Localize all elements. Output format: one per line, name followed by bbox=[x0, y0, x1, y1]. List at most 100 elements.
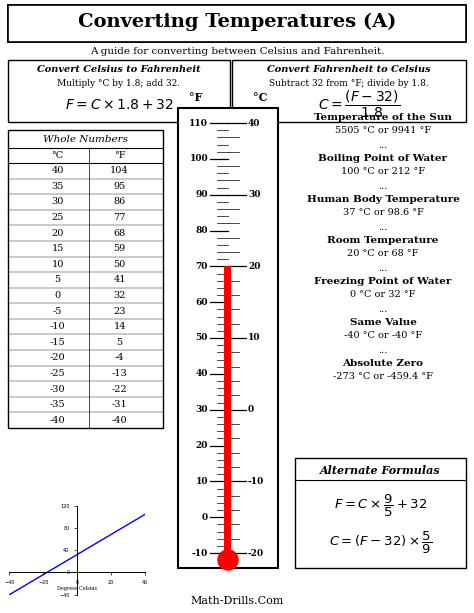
Text: 110: 110 bbox=[189, 118, 208, 128]
Text: -4: -4 bbox=[115, 353, 124, 362]
Text: Boiling Point of Water: Boiling Point of Water bbox=[319, 154, 447, 163]
Text: 86: 86 bbox=[113, 197, 126, 207]
Text: -40: -40 bbox=[50, 416, 65, 425]
Text: °C: °C bbox=[253, 92, 267, 103]
Text: Same Value: Same Value bbox=[349, 318, 417, 327]
Text: 77: 77 bbox=[113, 213, 126, 222]
Text: 20: 20 bbox=[248, 262, 260, 271]
Bar bbox=[8, 60, 230, 122]
Text: -31: -31 bbox=[112, 400, 128, 409]
Text: Subtract 32 from °F; divide by 1.8.: Subtract 32 from °F; divide by 1.8. bbox=[269, 80, 429, 88]
Text: 0: 0 bbox=[248, 405, 254, 414]
Text: 32: 32 bbox=[113, 291, 126, 300]
Text: 0: 0 bbox=[202, 512, 208, 522]
Text: ...: ... bbox=[378, 264, 388, 273]
Bar bbox=[295, 458, 466, 568]
Text: 30: 30 bbox=[51, 197, 64, 207]
Text: Math-Drills.Com: Math-Drills.Com bbox=[191, 596, 283, 606]
Text: 104: 104 bbox=[110, 166, 129, 175]
Text: 70: 70 bbox=[196, 262, 208, 271]
Text: Human Body Temperature: Human Body Temperature bbox=[307, 195, 459, 204]
Text: 0: 0 bbox=[55, 291, 61, 300]
Text: 10: 10 bbox=[195, 477, 208, 486]
Text: 20: 20 bbox=[51, 229, 64, 238]
Text: 50: 50 bbox=[113, 260, 126, 269]
Text: $F = C \times \dfrac{9}{5} + 32$: $F = C \times \dfrac{9}{5} + 32$ bbox=[334, 493, 427, 519]
Text: -35: -35 bbox=[50, 400, 65, 409]
Text: °F: °F bbox=[189, 92, 203, 103]
Text: -273 °C or -459.4 °F: -273 °C or -459.4 °F bbox=[333, 372, 433, 381]
Text: -15: -15 bbox=[50, 338, 65, 347]
Text: $C = (F-32) \times \dfrac{5}{9}$: $C = (F-32) \times \dfrac{5}{9}$ bbox=[329, 530, 432, 556]
Text: A guide for converting between Celsius and Fahrenheit.: A guide for converting between Celsius a… bbox=[90, 47, 384, 56]
Text: $F = C \times 1.8 + 32$: $F = C \times 1.8 + 32$ bbox=[64, 98, 173, 112]
Text: 68: 68 bbox=[113, 229, 126, 238]
Text: 5505 °C or 9941 °F: 5505 °C or 9941 °F bbox=[335, 126, 431, 135]
Text: 23: 23 bbox=[113, 306, 126, 316]
Text: -13: -13 bbox=[112, 369, 128, 378]
Text: °F: °F bbox=[114, 151, 126, 161]
Text: Whole Numbers: Whole Numbers bbox=[43, 135, 128, 145]
Text: -10: -10 bbox=[248, 477, 264, 486]
Text: -30: -30 bbox=[50, 384, 65, 394]
Text: 90: 90 bbox=[195, 190, 208, 199]
Text: °C: °C bbox=[52, 151, 64, 161]
Bar bbox=[8, 5, 466, 42]
Text: Multiply °C by 1.8; add 32.: Multiply °C by 1.8; add 32. bbox=[57, 80, 181, 88]
Text: Convert Celsius to Fahrenheit: Convert Celsius to Fahrenheit bbox=[37, 66, 201, 75]
Bar bbox=[225, 266, 231, 560]
Text: -10: -10 bbox=[50, 322, 65, 331]
Text: 59: 59 bbox=[113, 244, 126, 253]
Text: -25: -25 bbox=[50, 369, 65, 378]
Text: ...: ... bbox=[378, 305, 388, 314]
Text: -20: -20 bbox=[248, 549, 264, 557]
Text: 100 °C or 212 °F: 100 °C or 212 °F bbox=[341, 167, 425, 176]
Text: 10: 10 bbox=[51, 260, 64, 269]
Text: 37 °C or 98.6 °F: 37 °C or 98.6 °F bbox=[343, 208, 423, 217]
Text: -20: -20 bbox=[50, 353, 65, 362]
Text: ...: ... bbox=[378, 346, 388, 355]
Text: 20 °C or 68 °F: 20 °C or 68 °F bbox=[347, 249, 419, 258]
Text: -10: -10 bbox=[192, 549, 208, 557]
Text: 40: 40 bbox=[248, 118, 260, 128]
Text: 30: 30 bbox=[248, 190, 261, 199]
Text: Absolute Zero: Absolute Zero bbox=[343, 359, 423, 368]
Text: 20: 20 bbox=[196, 441, 208, 450]
Text: 10: 10 bbox=[248, 333, 261, 343]
Text: 35: 35 bbox=[51, 182, 64, 191]
Text: 5: 5 bbox=[117, 338, 123, 347]
Text: 100: 100 bbox=[190, 154, 208, 163]
Text: 95: 95 bbox=[113, 182, 126, 191]
Text: 40: 40 bbox=[196, 370, 208, 378]
Bar bbox=[178, 108, 278, 568]
Text: Room Temperature: Room Temperature bbox=[328, 236, 439, 245]
Text: 80: 80 bbox=[195, 226, 208, 235]
Text: ...: ... bbox=[378, 182, 388, 191]
Text: ...: ... bbox=[378, 223, 388, 232]
Bar bbox=[232, 60, 466, 122]
Text: Freezing Point of Water: Freezing Point of Water bbox=[314, 277, 452, 286]
Text: 41: 41 bbox=[113, 275, 126, 284]
Text: 14: 14 bbox=[113, 322, 126, 331]
Text: 30: 30 bbox=[195, 405, 208, 414]
Text: -22: -22 bbox=[112, 384, 128, 394]
Text: ...: ... bbox=[378, 141, 388, 150]
Text: -40 °C or -40 °F: -40 °C or -40 °F bbox=[344, 331, 422, 340]
Text: 15: 15 bbox=[51, 244, 64, 253]
X-axis label: Degrees Celsius: Degrees Celsius bbox=[57, 587, 97, 592]
Text: Convert Fahrenheit to Celsius: Convert Fahrenheit to Celsius bbox=[267, 66, 431, 75]
Circle shape bbox=[218, 550, 238, 570]
Text: 5: 5 bbox=[55, 275, 61, 284]
Text: Converting Temperatures (A): Converting Temperatures (A) bbox=[78, 13, 396, 31]
Bar bbox=[8, 5, 466, 42]
Text: -40: -40 bbox=[112, 416, 128, 425]
Text: Alternate Formulas: Alternate Formulas bbox=[320, 465, 441, 476]
Text: 60: 60 bbox=[195, 298, 208, 306]
Text: 25: 25 bbox=[51, 213, 64, 222]
Text: Temperature of the Sun: Temperature of the Sun bbox=[314, 113, 452, 122]
Text: $C = \dfrac{(F-32)}{1.8}$: $C = \dfrac{(F-32)}{1.8}$ bbox=[318, 88, 400, 120]
Bar bbox=[8, 130, 163, 428]
Text: 0 °C or 32 °F: 0 °C or 32 °F bbox=[350, 290, 416, 299]
Text: 50: 50 bbox=[196, 333, 208, 343]
Text: 40: 40 bbox=[51, 166, 64, 175]
